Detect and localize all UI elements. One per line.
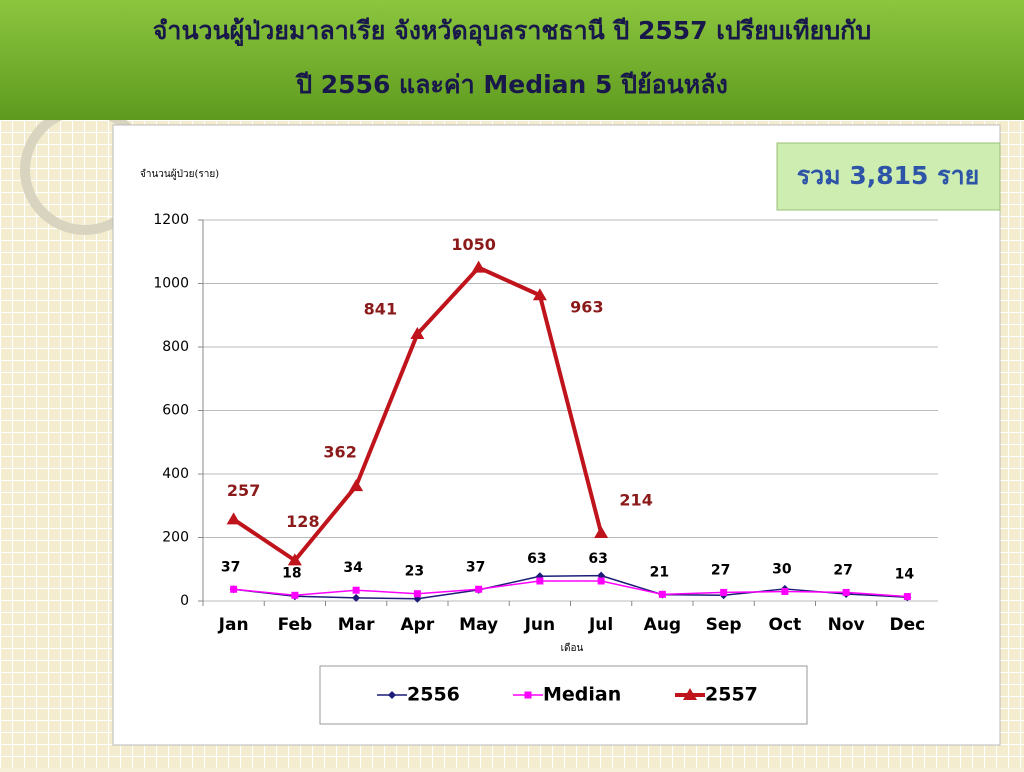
point: [658, 590, 666, 598]
data-label: 37: [466, 559, 485, 575]
point: [230, 585, 238, 593]
data-label: 63: [527, 551, 546, 567]
point: [532, 288, 547, 301]
legend-label: Median: [543, 684, 621, 706]
annotation-box: [776, 142, 1001, 211]
data-label: 257: [227, 481, 260, 500]
point: [352, 593, 361, 602]
x-tick-label: Apr: [401, 615, 435, 635]
point: [720, 588, 728, 596]
point: [842, 588, 850, 596]
data-label: 128: [286, 512, 319, 531]
data-label: 1050: [451, 235, 496, 254]
y-tick-label: 400: [162, 466, 189, 482]
y-tick-label: 0: [180, 593, 189, 609]
point: [781, 587, 789, 595]
data-label: 34: [343, 560, 363, 576]
data-label: 18: [282, 565, 301, 581]
legend-label: 2556: [407, 684, 460, 706]
x-tick-label: Jan: [218, 615, 249, 635]
legend-marker: [683, 688, 697, 700]
title: จำนวนผู้ป่วยมาลาเรีย จังหวัดอุบลราชธานี …: [153, 16, 871, 47]
point: [226, 512, 241, 525]
data-label: 30: [772, 561, 792, 577]
x-tick-label: Nov: [828, 615, 865, 635]
x-tick-label: Aug: [644, 615, 681, 635]
x-tick-label: Oct: [769, 615, 802, 635]
series-line: [233, 574, 908, 600]
series-line: [233, 580, 908, 598]
data-label: 21: [650, 564, 669, 580]
data-label: 37: [221, 559, 240, 575]
y-tick-label: 1200: [153, 212, 189, 228]
title: ปี 2556 และค่า Median 5 ปีย้อนหลัง: [295, 70, 728, 99]
point: [471, 260, 486, 273]
legend-marker: [388, 691, 396, 699]
point: [413, 590, 421, 598]
point: [536, 577, 544, 585]
chart-panel: [112, 124, 1001, 746]
point: [597, 577, 605, 585]
y-tick-label: 600: [162, 403, 189, 419]
point: [352, 586, 360, 594]
x-tick-label: Mar: [338, 615, 375, 635]
data-label: 27: [833, 562, 852, 578]
data-label: 23: [405, 564, 424, 580]
x-axis-label: เดือน: [561, 642, 584, 654]
y-axis-label: จำนวนผู้ป่วย(ราย): [140, 168, 219, 180]
data-label: 214: [619, 491, 652, 510]
y-tick-label: 1000: [153, 276, 189, 292]
point: [410, 326, 425, 339]
x-tick-label: Sep: [706, 615, 742, 635]
x-tick-label: Feb: [278, 615, 313, 635]
data-label: 63: [588, 551, 607, 567]
y-tick-label: 200: [162, 530, 189, 546]
point: [291, 591, 299, 599]
data-label: 841: [364, 299, 397, 318]
point: [903, 593, 911, 601]
y-tick-label: 800: [162, 339, 189, 355]
data-label: 14: [895, 567, 915, 583]
point: [475, 585, 483, 593]
legend-label: 2557: [705, 684, 758, 706]
x-tick-label: May: [459, 615, 498, 635]
x-tick-label: Jun: [524, 615, 556, 635]
point: [594, 526, 609, 539]
x-tick-label: Dec: [890, 615, 926, 635]
point: [349, 479, 364, 492]
legend-marker: [524, 691, 532, 699]
data-label: 362: [323, 443, 356, 462]
header: [0, 0, 1024, 120]
annotation: รวม 3,815 ราย: [797, 161, 980, 190]
x-tick-label: Jul: [588, 615, 613, 635]
data-label: 963: [570, 298, 603, 317]
data-label: 27: [711, 562, 730, 578]
point: [287, 553, 302, 566]
